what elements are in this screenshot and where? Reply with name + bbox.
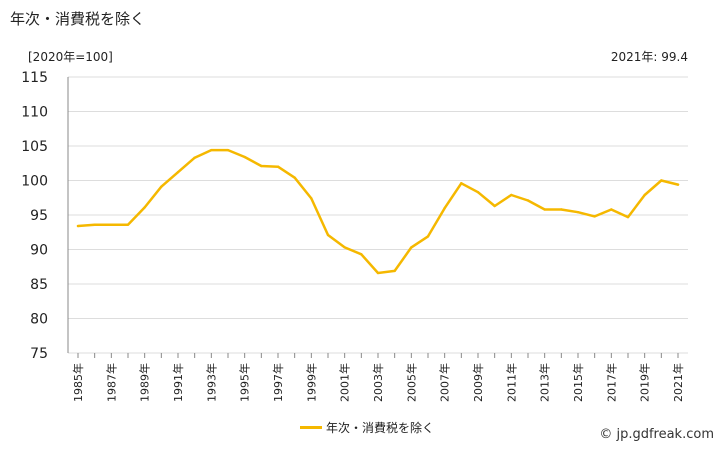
data-point [276,165,280,168]
y-tick-label: 100 [21,174,48,190]
data-point [443,206,446,210]
data-point [160,185,163,188]
x-tick-label: 2005年 [404,363,418,402]
data-point [326,233,330,237]
x-tick-label: 1991年 [171,363,185,402]
legend-label: 年次・消費税を除く [326,421,435,435]
x-tick-label: 2001年 [338,363,352,402]
data-point [343,246,346,249]
y-tick-label: 80 [30,312,48,328]
data-point [510,193,513,197]
x-tick-label: 1999年 [304,363,318,402]
data-point [493,204,496,208]
y-tick-label: 90 [30,243,48,259]
y-axis-unit-label: [2020年=100] [28,50,113,64]
data-point [293,176,296,179]
x-tick-label: 2021年 [671,363,685,402]
x-tick-label: 1987年 [104,363,118,402]
data-point [410,246,413,249]
legend-swatch [300,426,322,429]
x-tick-label: 1997年 [271,363,285,402]
data-point [626,215,630,219]
x-tick-label: 2011年 [504,363,518,402]
data-point [543,208,546,211]
legend: 年次・消費税を除く [300,419,434,436]
data-point [243,155,246,159]
data-point [476,191,480,194]
data-point [660,179,663,182]
data-point [310,197,313,200]
data-point [610,208,613,211]
data-point [126,223,130,226]
data-point [393,269,396,273]
x-tick-label: 2003年 [371,363,385,402]
data-point [360,253,363,256]
source-credit[interactable]: © jp.gdfreak.com [599,427,714,442]
data-point [376,271,380,275]
x-tick-label: 1995年 [238,363,252,402]
latest-value-label: 2021年: 99.4 [610,50,688,64]
y-tick-label: 75 [30,346,48,362]
x-tick-label: 2019年 [638,363,652,402]
data-point [426,235,430,238]
data-point [526,199,530,202]
data-point [560,208,563,211]
data-point [210,148,213,152]
y-tick-label: 115 [21,70,48,86]
data-point [176,171,180,174]
y-tick-label: 105 [21,139,48,155]
data-point [576,211,580,214]
data-point [193,156,196,159]
x-tick-label: 1993年 [204,363,218,402]
x-tick-label: 2009年 [471,363,485,402]
data-point [593,215,596,218]
y-tick-label: 85 [30,277,48,293]
data-point [93,223,96,226]
x-tick-label: 1985年 [71,363,85,402]
series-line [76,148,680,275]
y-tick-label: 95 [30,208,48,224]
data-point [110,223,113,226]
x-tick-label: 2015年 [571,363,585,402]
data-point [460,182,463,185]
data-point [76,224,80,228]
data-point [676,183,680,186]
y-tick-label: 110 [21,105,48,121]
data-point [260,164,263,168]
data-point [226,148,230,152]
x-tick-label: 2007年 [438,363,452,402]
data-point [143,206,146,209]
x-tick-label: 2013年 [538,363,552,402]
chart-title: 年次・消費税を除く [10,10,146,28]
data-point [643,193,646,197]
x-tick-label: 1989年 [138,363,152,402]
x-tick-label: 2017年 [604,363,618,402]
